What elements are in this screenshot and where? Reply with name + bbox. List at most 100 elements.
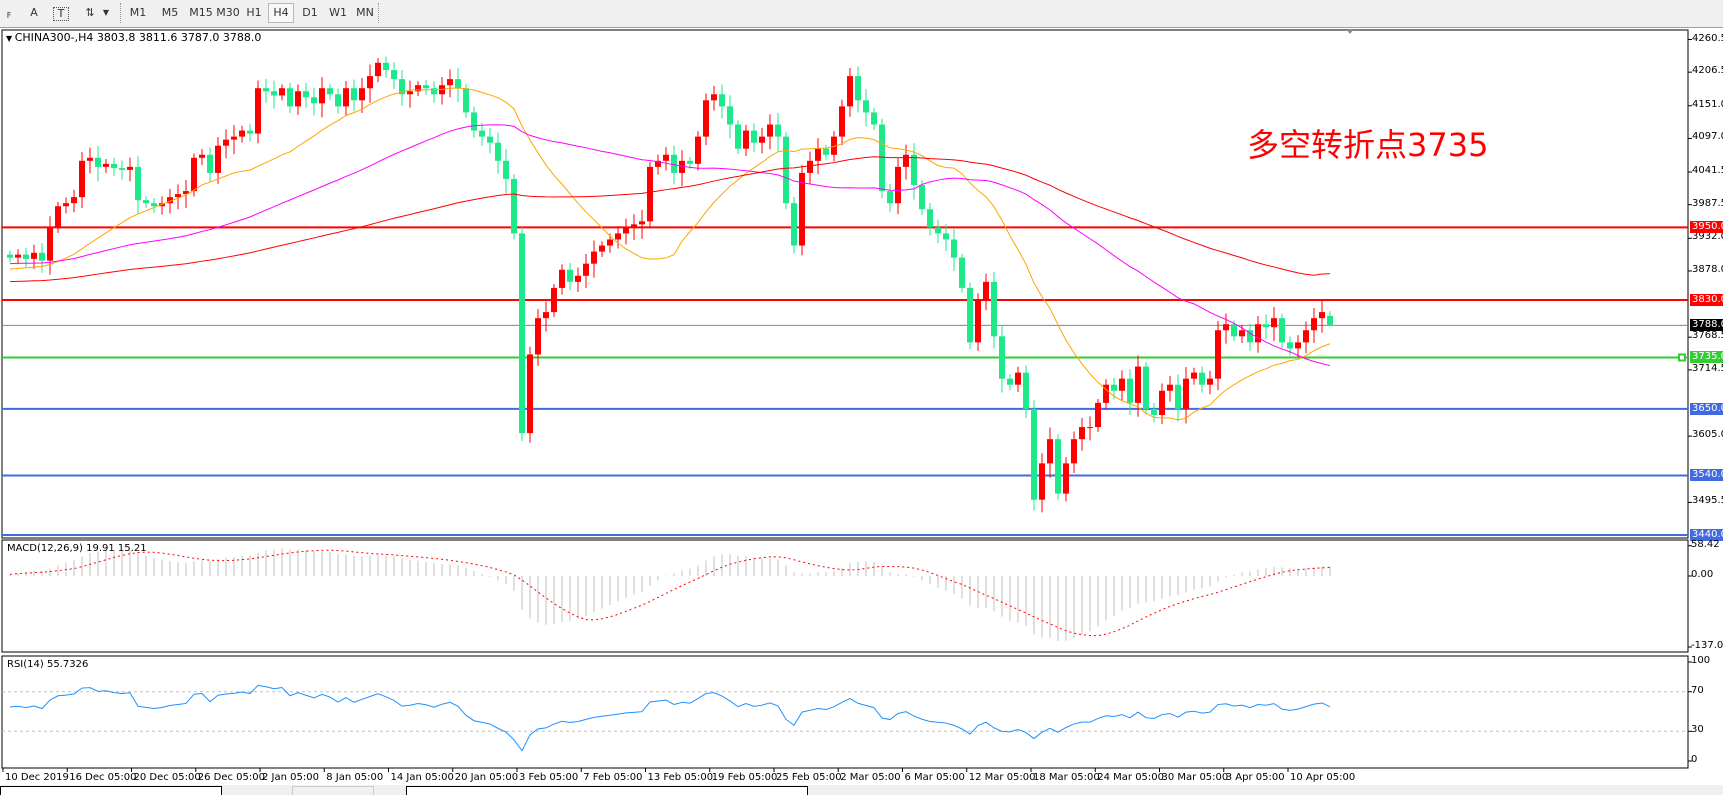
- moving-average-line: [9, 124, 1331, 367]
- candle-body: [719, 94, 725, 107]
- candle-body: [671, 154, 677, 173]
- candle-body: [511, 178, 517, 234]
- chart-tab[interactable]: [292, 786, 374, 795]
- candle-body: [383, 62, 389, 71]
- candle-body: [343, 88, 349, 107]
- candle-body: [167, 197, 173, 204]
- candle-body: [543, 312, 549, 319]
- time-tick-label: 10 Dec 2019: [5, 772, 69, 783]
- chart-annotation[interactable]: 多空转折点3735: [1247, 126, 1489, 164]
- candle-body: [927, 209, 933, 228]
- price-tick-label: 4206.5: [1692, 65, 1723, 77]
- time-tick-label: 19 Feb 05:00: [711, 772, 778, 783]
- candle-body: [271, 91, 277, 96]
- timeframe-w1-button[interactable]: W1: [329, 6, 347, 19]
- chart-tab[interactable]: [0, 786, 222, 795]
- candle-body: [679, 160, 685, 173]
- candle-body: [319, 88, 325, 104]
- moving-average-line: [9, 156, 1331, 283]
- candle-body: [79, 160, 85, 198]
- macd-panel-frame: [1, 539, 1689, 653]
- grid-icon[interactable]: F: [6, 11, 12, 20]
- price-tick-label: 3495.5: [1692, 495, 1723, 507]
- candle-body: [639, 221, 645, 225]
- candle-body: [967, 287, 973, 343]
- candle-body: [1071, 439, 1077, 464]
- candle-body: [711, 94, 717, 101]
- arrows-icon[interactable]: ⇅: [85, 6, 95, 19]
- candle-body: [583, 263, 589, 276]
- text-label-icon[interactable]: T: [53, 7, 69, 21]
- candle-body: [1047, 439, 1053, 464]
- chart-tabs: [0, 785, 1723, 795]
- moving-average-line: [9, 87, 1331, 421]
- candle-body: [423, 85, 429, 89]
- candle-body: [807, 160, 813, 173]
- candle-body: [471, 112, 477, 131]
- candle-body: [151, 203, 157, 207]
- timeframe-h1-button[interactable]: H1: [246, 6, 262, 19]
- candle-body: [535, 318, 541, 355]
- time-tick-label: 12 Mar 05:00: [968, 772, 1036, 783]
- macd-signal-line: [9, 549, 1331, 637]
- chart-window[interactable]: [0, 28, 1723, 785]
- candle-body: [1239, 330, 1245, 337]
- symbol-info: ▼ CHINA300-,H4 3803.8 3811.6 3787.0 3788…: [6, 31, 261, 44]
- candle-body: [983, 281, 989, 300]
- candle-body: [1127, 378, 1133, 403]
- candle-body: [367, 76, 373, 89]
- candle-body: [871, 112, 877, 125]
- macd-label: MACD(12,26,9) 19.91 15.21: [7, 543, 147, 554]
- timeframe-m30-button[interactable]: M30: [216, 6, 240, 19]
- candle-body: [247, 130, 253, 134]
- time-tick-label: 20 Jan 05:00: [454, 772, 519, 783]
- timeframe-mn-button[interactable]: MN: [356, 6, 374, 19]
- chevron-down-icon[interactable]: ▼: [102, 8, 110, 17]
- candle-body: [487, 136, 493, 143]
- candle-body: [1327, 315, 1333, 326]
- rsi-tick-label: 100: [1691, 655, 1711, 666]
- timeframe-h4-button[interactable]: H4: [268, 3, 294, 23]
- candle-body: [263, 88, 269, 92]
- candle-body: [1247, 330, 1253, 343]
- price-level-tag: 3650.0: [1690, 402, 1723, 415]
- candle-body: [503, 160, 509, 179]
- candle-body: [191, 157, 197, 192]
- candle-body: [1271, 318, 1277, 328]
- candle-body: [1031, 408, 1037, 500]
- candle-body: [1143, 366, 1149, 409]
- candle-body: [1079, 427, 1085, 440]
- rsi-tick-label: 30: [1691, 724, 1704, 736]
- candle-body: [831, 136, 837, 155]
- candle-body: [231, 136, 237, 140]
- chart-tab[interactable]: [406, 786, 808, 795]
- time-tick-label: 3 Apr 05:00: [1225, 772, 1285, 783]
- time-tick-label: 18 Mar 05:00: [1033, 772, 1100, 783]
- candle-body: [1255, 324, 1261, 343]
- candle-body: [1183, 378, 1189, 409]
- candle-body: [735, 124, 741, 149]
- timeframe-m1-button[interactable]: M1: [129, 6, 147, 19]
- candle-body: [1199, 372, 1205, 385]
- collapse-triangle-icon[interactable]: ▼: [6, 34, 15, 43]
- candle-body: [63, 203, 69, 207]
- candle-body: [71, 197, 77, 204]
- time-tick-label: 10 Apr 05:00: [1290, 772, 1356, 783]
- timeframe-d1-button[interactable]: D1: [302, 6, 318, 19]
- candle-body: [119, 168, 125, 170]
- candle-body: [767, 124, 773, 137]
- timeframe-m15-button[interactable]: M15: [189, 6, 213, 19]
- time-tick-label: 16 Dec 05:00: [69, 772, 137, 783]
- text-icon[interactable]: A: [30, 6, 38, 19]
- candle-body: [919, 185, 925, 210]
- timeframe-m5-button[interactable]: M5: [161, 6, 179, 19]
- candle-body: [1231, 324, 1237, 337]
- candle-body: [183, 191, 189, 195]
- candle-body: [903, 154, 909, 167]
- candle-body: [399, 79, 405, 95]
- price-level-tag: 3440.0: [1690, 529, 1723, 541]
- candle-body: [775, 124, 781, 137]
- candle-body: [519, 233, 525, 434]
- candle-body: [415, 85, 421, 92]
